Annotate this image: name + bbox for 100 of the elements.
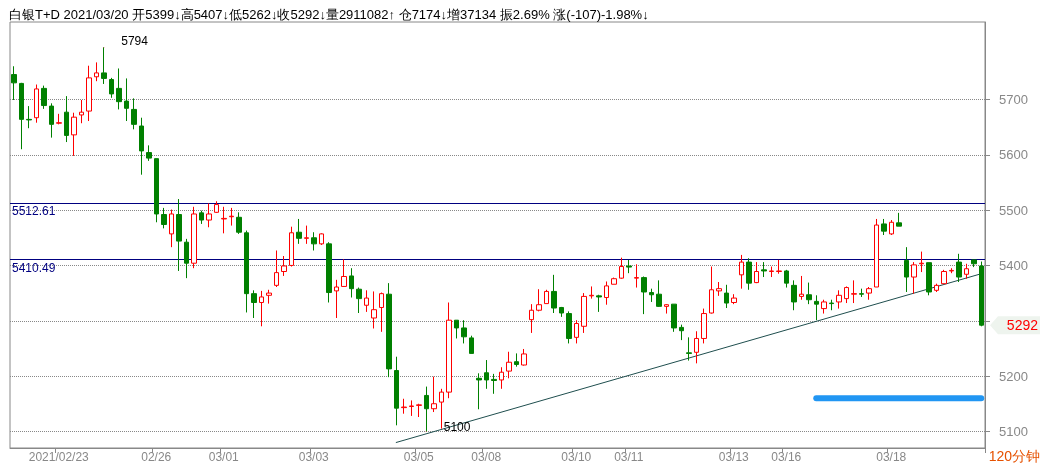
y-tick-label: 5100 <box>999 423 1028 439</box>
candlestick <box>964 263 969 280</box>
candlestick <box>356 287 362 314</box>
y-tick-label: 5500 <box>999 202 1028 218</box>
candlestick <box>431 376 437 413</box>
x-tick-label: 03/10 <box>561 450 592 464</box>
candlestick <box>34 84 39 124</box>
ref-line-label: 5410.49 <box>12 260 56 275</box>
candlestick <box>859 288 864 298</box>
candlestick <box>776 259 782 275</box>
candlestick <box>56 113 62 125</box>
candlestick <box>949 267 954 274</box>
candlestick <box>124 77 129 122</box>
candlestick <box>116 67 122 110</box>
candlestick <box>484 359 489 390</box>
candlestick <box>11 65 17 101</box>
candlestick <box>971 259 977 268</box>
candlestick <box>746 257 752 291</box>
candlestick <box>904 246 909 293</box>
candlestick <box>461 319 467 344</box>
candlestick <box>161 207 167 229</box>
candlestick <box>889 219 894 236</box>
candlestick <box>71 112 77 157</box>
candlestick <box>446 302 452 399</box>
candlestick <box>296 218 302 245</box>
x-tick-label: 03/13 <box>718 450 750 464</box>
candlestick <box>596 294 602 313</box>
candlestick <box>521 348 527 367</box>
candlestick <box>829 299 834 311</box>
x-tick-label: 03/08 <box>471 450 502 464</box>
candlestick <box>604 280 609 306</box>
candlestick <box>866 286 872 301</box>
candlestick <box>334 279 339 319</box>
candlestick <box>851 279 857 304</box>
candlestick <box>911 261 917 295</box>
text: 5292 <box>1006 317 1039 334</box>
candlestick <box>281 255 287 277</box>
candlestick <box>641 275 647 315</box>
x-tick-label: 03/18 <box>876 450 907 464</box>
candlestick <box>371 290 377 329</box>
candlestick <box>409 399 414 417</box>
candlestick <box>109 77 114 99</box>
candlestick <box>154 158 159 223</box>
candlestick <box>341 258 347 288</box>
candlestick <box>694 330 699 364</box>
candlestick <box>769 266 774 278</box>
candlestick <box>199 210 204 225</box>
candlestick <box>176 198 182 272</box>
y-tick-label: 5700 <box>999 91 1028 107</box>
candlestick <box>139 117 144 176</box>
candlestick <box>79 99 84 124</box>
candlestick <box>251 289 257 319</box>
y-tick-label: 5400 <box>999 257 1028 273</box>
candlestick <box>799 275 804 301</box>
ref-line-label: 5512.61 <box>12 204 56 219</box>
candlestick <box>454 319 459 339</box>
candlestick <box>206 202 212 228</box>
candlestick <box>739 254 744 290</box>
candlestick <box>701 308 707 344</box>
candlestick <box>934 283 939 293</box>
candlestick <box>326 241 332 303</box>
candlestick <box>656 279 662 308</box>
candlestick <box>289 226 294 268</box>
candlestick <box>439 388 444 430</box>
candlestick <box>514 352 519 368</box>
y-tick-label: 5200 <box>999 368 1028 384</box>
candlestick <box>679 324 684 341</box>
candlestick <box>364 289 369 313</box>
candlestick <box>311 231 317 251</box>
candlestick <box>836 289 842 310</box>
candlestick <box>814 294 819 321</box>
candlestick <box>499 366 504 390</box>
candlestick <box>709 266 714 315</box>
candlestick <box>64 95 69 143</box>
candlestick <box>634 263 639 289</box>
candlestick <box>214 200 219 214</box>
candlestick <box>724 284 729 309</box>
candlestick <box>41 85 47 110</box>
candlestick <box>956 253 962 283</box>
candlestick <box>424 386 429 432</box>
candlestick <box>304 225 309 245</box>
candlestick <box>379 292 384 333</box>
x-tick-label: 02/26 <box>141 450 172 464</box>
candlestick <box>544 289 549 305</box>
candlestick <box>731 293 737 305</box>
candlestick <box>274 249 279 288</box>
candlestick <box>86 65 92 122</box>
candlestick <box>979 261 984 327</box>
chart-title: 白银T+D 2021/03/20 开5399↓高5407↓低5262↓收5292↓量2911082↑ 仓7174↓增37134 振2.69% 涨(-107)-1.98%↓ <box>9 7 649 22</box>
candlestick <box>806 282 812 305</box>
candlestick <box>626 259 632 274</box>
candlestick <box>619 257 624 280</box>
x-tick-label: 2021/02/23 <box>28 450 90 464</box>
candlestick <box>754 261 759 284</box>
candlestick <box>349 267 354 299</box>
candlestick <box>664 303 669 315</box>
candlestick <box>926 262 932 296</box>
candlestick <box>536 288 542 312</box>
candlestick <box>184 238 189 279</box>
candlestick <box>169 209 174 248</box>
